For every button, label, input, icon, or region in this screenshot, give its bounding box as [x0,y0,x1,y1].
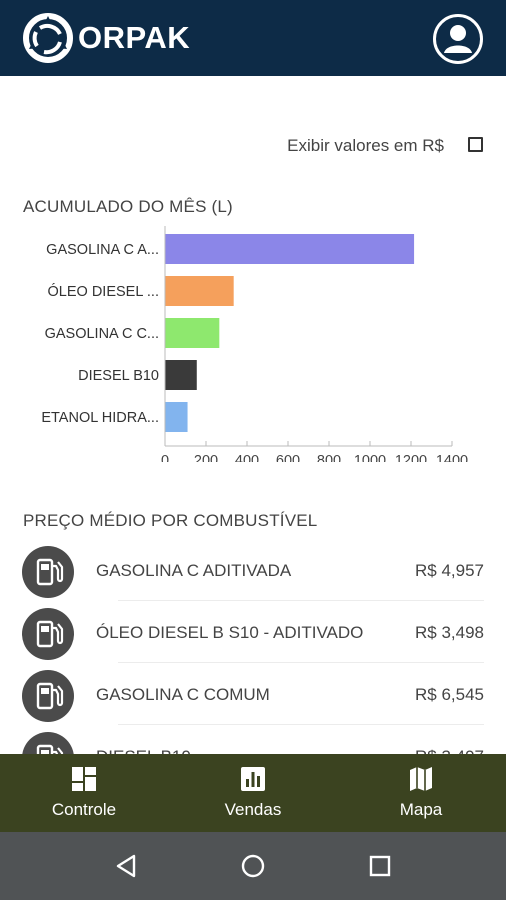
fuel-name: DIESEL B10 [96,747,191,754]
fuel-name: ÓLEO DIESEL B S10 - ADITIVADO [96,623,364,642]
bottom-navigation: Controle Vendas Mapa [0,754,506,832]
brand-logo: ORPAK [22,12,190,64]
nav-item-vendas[interactable]: Vendas [169,754,337,832]
gas-pump-icon [22,732,74,754]
bar[interactable] [165,360,197,390]
chart-section-title: ACUMULADO DO MÊS (L) [23,197,233,216]
row-divider [118,600,484,601]
account-circle-icon[interactable] [432,13,484,65]
app-bar: ORPAK [0,0,506,76]
fuel-price: R$ 4,957 [415,561,484,580]
monthly-volume-chart: GASOLINA C A... ÓLEO DIESEL ... GASOLINA C… [41,226,468,462]
fuel-price-row[interactable]: ÓLEO DIESEL B S10 - ADITIVADO R$ 3,498 [22,601,484,663]
fuel-price: R$ 6,545 [415,685,484,704]
nav-item-mapa[interactable]: Mapa [337,754,505,832]
bar[interactable] [165,234,415,264]
bar[interactable] [165,318,220,348]
gas-pump-icon [22,546,74,598]
category-label: GASOLINA C C... [45,326,159,342]
orpak-logo-icon [23,13,73,63]
fuel-price: R$ 3,497 [415,747,484,754]
x-tick-label: 200 [194,453,218,462]
x-tick-label: 1200 [395,453,427,462]
row-divider [118,662,484,663]
system-navigation-bar [0,832,506,900]
back-triangle-icon[interactable] [113,852,141,880]
map-icon [410,767,432,791]
price-section-title: PREÇO MÉDIO POR COMBUSTÍVEL [23,511,318,530]
show-values-checkbox[interactable] [468,137,483,152]
dashboard-content[interactable]: Exibir valores em R$ ACUMULADO DO MÊS (L… [0,76,506,754]
gas-pump-icon [22,670,74,722]
nav-label-controle: Controle [51,800,117,819]
category-label: DIESEL B10 [78,368,159,384]
category-label: ETANOL HIDRA... [41,410,159,426]
dashboard-icon [72,767,96,791]
fuel-price-row[interactable]: GASOLINA C COMUM R$ 6,545 [22,663,484,725]
show-values-label: Exibir valores em R$ [287,136,444,155]
category-label: ÓLEO DIESEL ... [48,283,159,300]
x-tick-label: 800 [317,453,341,462]
bar[interactable] [165,276,234,306]
nav-label-vendas: Vendas [224,800,282,819]
bar-chart-icon [241,767,265,791]
fuel-name: GASOLINA C ADITIVADA [96,561,292,580]
x-tick-label: 1400 [436,453,468,462]
nav-label-mapa: Mapa [399,800,443,819]
x-tick-label: 600 [276,453,300,462]
category-label: GASOLINA C A... [46,242,159,258]
x-tick-label: 1000 [354,453,386,462]
home-circle-icon[interactable] [239,852,267,880]
bar[interactable] [165,402,188,432]
fuel-price: R$ 3,498 [415,623,484,642]
gas-pump-icon [22,608,74,660]
fuel-name: GASOLINA C COMUM [96,685,270,704]
x-tick-label: 0 [161,453,169,462]
nav-item-controle[interactable]: Controle [0,754,168,832]
fuel-price-row[interactable]: DIESEL B10 R$ 3,497 [22,725,484,754]
x-tick-label: 400 [235,453,259,462]
show-values-toggle-row[interactable]: Exibir valores em R$ [0,134,506,160]
recents-square-icon[interactable] [366,852,394,880]
brand-name: ORPAK [78,20,191,55]
fuel-price-row[interactable]: GASOLINA C ADITIVADA R$ 4,957 [22,539,484,601]
row-divider [118,724,484,725]
